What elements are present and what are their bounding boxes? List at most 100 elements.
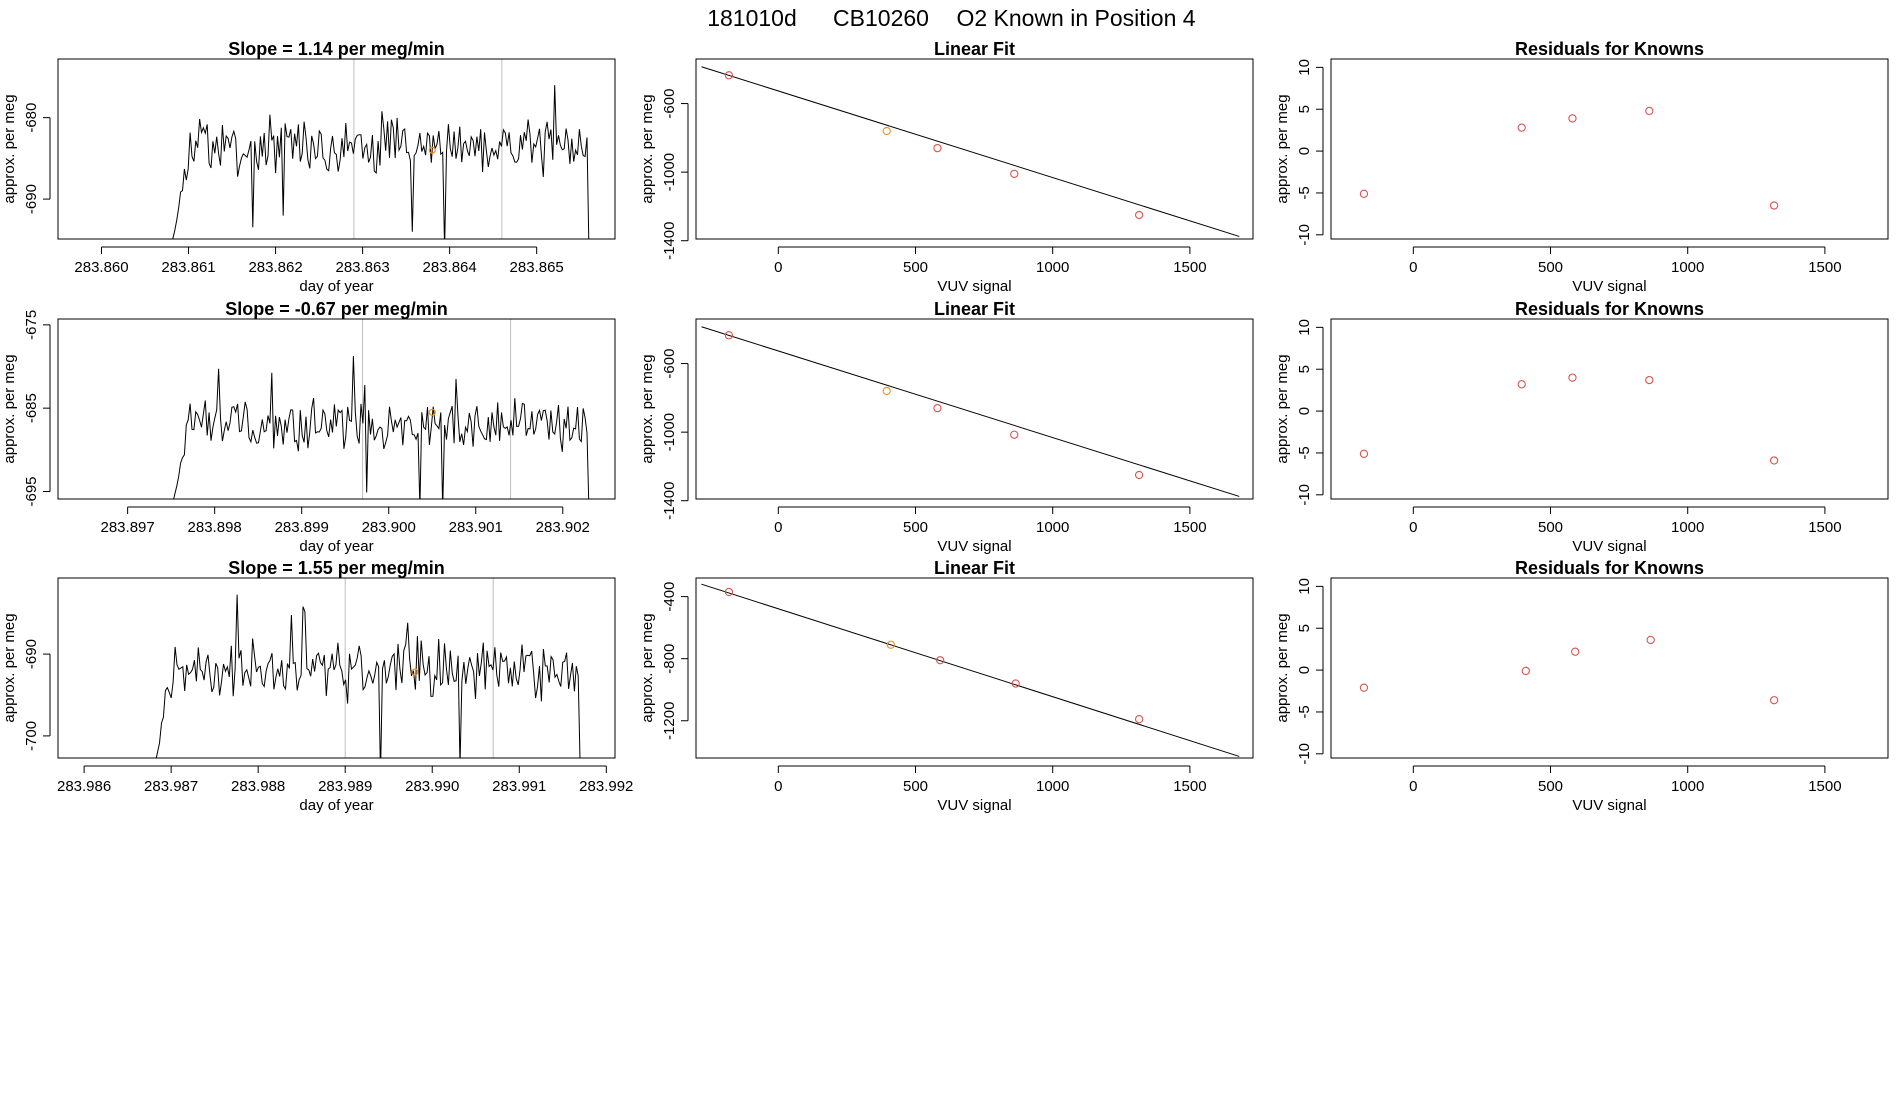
linear-fit-2-data-point	[933, 403, 942, 413]
linear-fit-1-plot-box	[695, 58, 1254, 240]
residuals-2-data-point	[1568, 373, 1577, 382]
residuals-1-y-tick-label: -5	[1296, 186, 1313, 199]
residuals-2-y-tick-label: -5	[1296, 446, 1313, 459]
linear-fit-2-x-tick-label: 1000	[1036, 519, 1069, 536]
time-series-1-title: Slope = 1.14 per meg/min	[228, 39, 445, 59]
residuals-3-plot-area	[1359, 635, 1779, 705]
linear-fit-3-y-tick-label: -800	[661, 644, 678, 674]
time-series-1-y-tick-label: -690	[23, 184, 40, 214]
linear-fit-3-plot-area	[701, 583, 1240, 757]
linear-fit-3-y-tick-label: -1200	[661, 702, 678, 740]
residuals-2-data-point	[1359, 449, 1369, 458]
residuals-3-y-tick-label: -5	[1296, 705, 1313, 718]
linear-fit-1-x-tick-label: 1000	[1036, 259, 1069, 276]
time-series-3-panel: Slope = 1.55 per meg/min 283.986 283.987 28…	[1, 558, 633, 814]
linear-fit-2-data-point	[724, 331, 734, 340]
residuals-2-data-point	[1517, 380, 1526, 389]
residuals-2-y-tick-label: 10	[1296, 319, 1313, 336]
time-series-1-plot-box	[57, 58, 616, 240]
time-series-2-y-tick-label: -695	[23, 476, 40, 506]
linear-fit-1-data-point	[1134, 210, 1144, 220]
residuals-2-title: Residuals for Knowns	[1515, 299, 1704, 319]
linear-fit-3-x-tick-label: 0	[774, 778, 782, 795]
time-series-1-panel: Slope = 1.14 per meg/min 283.860 283.861 28…	[1, 39, 616, 295]
residuals-3-y-axis-label: approx. per meg	[1274, 613, 1291, 722]
time-series-2-y-tick-label: -685	[23, 393, 40, 423]
time-series-2-x-tick-label: 283.897	[101, 519, 155, 536]
residuals-3-y-tick-label: 5	[1296, 624, 1313, 632]
linear-fit-1-y-tick-label: -1000	[661, 153, 678, 191]
time-series-3-x-tick-label: 283.986	[57, 778, 111, 795]
linear-fit-1-y-tick-label: -600	[661, 89, 678, 119]
time-series-2-x-tick-label: 283.899	[275, 519, 329, 536]
residuals-2-plot-area	[1359, 373, 1779, 465]
residuals-1-y-tick-label: -10	[1296, 224, 1313, 246]
time-series-3-x-axis-label: day of year	[299, 797, 373, 814]
residuals-1-data-point	[1359, 189, 1369, 198]
residuals-3-data-point	[1769, 696, 1779, 705]
residuals-1-x-tick-label: 500	[1538, 259, 1563, 276]
panel-grid: Slope = 1.14 per meg/min 283.860 283.861 28…	[1, 39, 1889, 814]
time-series-1-x-tick-label: 283.864	[423, 259, 477, 276]
residuals-1-plot-box	[1330, 58, 1889, 240]
linear-fit-1-data-point	[724, 71, 734, 80]
time-series-3-x-tick-label: 283.988	[231, 778, 285, 795]
time-series-2-series-line	[173, 356, 590, 499]
residuals-3-y-tick-label: 10	[1296, 578, 1313, 595]
residuals-3-data-point	[1646, 635, 1655, 645]
time-series-2-x-tick-label: 283.898	[188, 519, 242, 536]
residuals-2-x-tick-label: 1000	[1671, 519, 1704, 536]
time-series-2-plot-box	[57, 318, 616, 500]
time-series-2-x-axis-label: day of year	[299, 538, 373, 555]
time-series-3-marker-point	[411, 668, 419, 676]
linear-fit-2-x-tick-label: 0	[774, 519, 782, 536]
time-series-2-marker-point	[428, 408, 436, 416]
residuals-1-y-tick-label: 0	[1296, 147, 1313, 155]
residuals-3-x-tick-label: 1000	[1671, 778, 1704, 795]
residuals-3-y-tick-label: -10	[1296, 743, 1313, 765]
linear-fit-1-data-point	[1010, 169, 1019, 179]
time-series-1-x-tick-label: 283.860	[74, 259, 128, 276]
linear-fit-2-x-tick-label: 500	[903, 519, 928, 536]
residuals-3-x-tick-label: 0	[1409, 778, 1417, 795]
time-series-3-y-axis-label: approx. per meg	[1, 613, 18, 722]
linear-fit-3-data-point	[1134, 715, 1144, 724]
linear-fit-2-panel: Linear Fit 0 500 1000 1500 VUV signal -600 -100…	[639, 299, 1254, 555]
residuals-2-y-tick-label: 5	[1296, 365, 1313, 373]
time-series-2-panel: Slope = -0.67 per meg/min 283.897 283.898 2…	[1, 299, 616, 555]
linear-fit-1-x-tick-label: 500	[903, 259, 928, 276]
linear-fit-1-y-tick-label: -1400	[661, 222, 678, 260]
linear-fit-3-title: Linear Fit	[934, 558, 1015, 578]
time-series-3-plot-area	[155, 578, 581, 758]
time-series-2-y-tick-label: -675	[23, 310, 40, 340]
residuals-3-data-point	[1521, 666, 1530, 676]
linear-fit-2-title: Linear Fit	[934, 299, 1015, 319]
residuals-1-x-axis-label: VUV signal	[1572, 278, 1646, 295]
residuals-2-x-tick-label: 1500	[1808, 519, 1841, 536]
figure-title-cylinder: CB10260	[833, 5, 929, 31]
linear-fit-3-fit-line	[701, 583, 1240, 757]
linear-fit-1-data-point	[933, 143, 942, 153]
linear-fit-3-x-axis-label: VUV signal	[937, 797, 1011, 814]
linear-fit-1-x-tick-label: 0	[774, 259, 782, 276]
residuals-3-y-tick-label: 0	[1296, 666, 1313, 674]
linear-fit-2-x-tick-label: 1500	[1173, 519, 1206, 536]
linear-fit-1-fit-line	[701, 66, 1240, 237]
linear-fit-1-x-tick-label: 1500	[1173, 259, 1206, 276]
linear-fit-3-panel: Linear Fit 0 500 1000 1500 VUV signal -400 -800…	[639, 558, 1254, 814]
residuals-1-x-tick-label: 1500	[1808, 259, 1841, 276]
residuals-1-plot-area	[1359, 106, 1779, 210]
residuals-2-x-axis-label: VUV signal	[1572, 538, 1646, 555]
linear-fit-3-plot-box	[695, 577, 1254, 759]
residuals-1-x-tick-label: 1000	[1671, 259, 1704, 276]
time-series-3-y-tick-label: -690	[23, 639, 40, 669]
linear-fit-3-y-axis-label: approx. per meg	[639, 613, 656, 722]
linear-fit-2-y-tick-label: -600	[661, 349, 678, 379]
linear-fit-2-data-point	[882, 386, 891, 396]
time-series-2-title: Slope = -0.67 per meg/min	[225, 299, 448, 319]
residuals-2-x-tick-label: 0	[1409, 519, 1417, 536]
time-series-3-x-tick-label: 283.987	[144, 778, 198, 795]
residuals-1-data-point	[1517, 123, 1526, 132]
residuals-2-plot-box	[1330, 318, 1889, 500]
